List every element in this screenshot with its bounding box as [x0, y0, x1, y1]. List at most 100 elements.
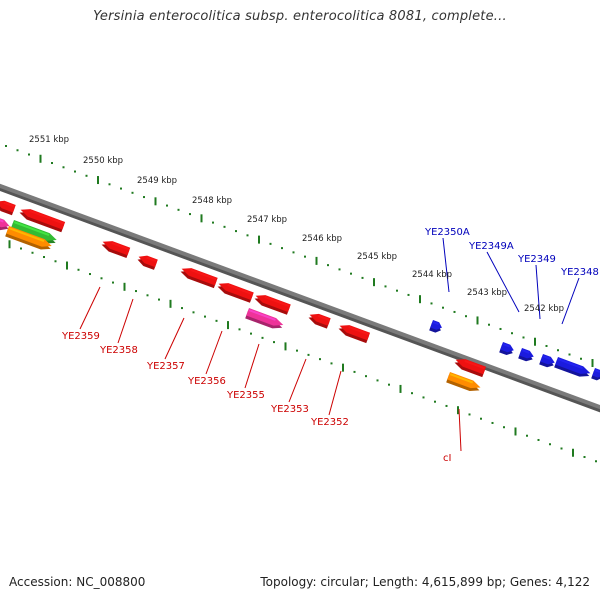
minor-tick	[422, 396, 425, 399]
genome-summary-text: Topology: circular; Length: 4,615,899 bp…	[260, 575, 590, 589]
reverse-gene-arrow	[308, 313, 331, 329]
major-tick	[169, 299, 172, 308]
minor-tick	[51, 162, 53, 165]
leader-line	[117, 298, 134, 344]
minor-tick	[353, 370, 356, 373]
ruler-label: 2547 kbp	[247, 215, 287, 225]
leader-line	[79, 286, 101, 330]
minor-tick	[407, 293, 410, 296]
minor-tick	[16, 149, 19, 152]
minor-tick	[261, 336, 264, 339]
minor-tick	[361, 276, 364, 279]
leader-line	[244, 343, 260, 389]
ruler-label: 2550 kbp	[83, 156, 123, 166]
gene-label: YE2358	[99, 345, 138, 356]
gene-label: cI	[443, 453, 451, 464]
genome-backbone	[0, 183, 600, 413]
gene-label: YE2357	[146, 361, 185, 372]
minor-tick	[327, 264, 329, 267]
minor-tick	[43, 256, 45, 259]
minor-tick	[135, 290, 137, 293]
minor-tick	[77, 268, 80, 271]
major-tick	[399, 384, 402, 393]
inner-tick-ring	[8, 240, 597, 463]
minor-tick	[143, 196, 145, 199]
minor-tick	[74, 170, 76, 173]
minor-tick	[108, 183, 111, 186]
ruler-label: 2542 kbp	[524, 304, 564, 314]
reverse-gene-arrow	[217, 283, 254, 303]
minor-tick	[238, 328, 241, 331]
minor-tick	[223, 225, 226, 228]
accession-text: Accession: NC_008800	[9, 575, 146, 589]
minor-tick	[5, 145, 7, 147]
map-labels: 2551 kbp 2550 kbp 2549 kbp 2548 kbp 2547 kbp…	[29, 135, 599, 464]
minor-tick	[526, 434, 528, 437]
gene-label: YE2349	[517, 254, 556, 265]
minor-tick	[442, 306, 444, 309]
pseudogene-bar	[0, 216, 10, 231]
minor-tick	[62, 166, 65, 169]
major-tick	[66, 261, 68, 270]
ruler-label: 2549 kbp	[137, 176, 177, 186]
minor-tick	[595, 460, 597, 463]
major-tick	[534, 337, 536, 346]
gene-label: YE2353	[270, 404, 309, 415]
gene-label: YE2349A	[468, 241, 514, 252]
minor-tick	[330, 362, 333, 365]
map-title: Yersinia enterocolitica subsp. enterocol…	[93, 9, 507, 24]
gene-label: YE2352	[310, 417, 349, 428]
gene-label: YE2356	[187, 376, 226, 387]
minor-tick	[54, 260, 57, 263]
minor-tick	[177, 208, 180, 211]
minor-tick	[465, 315, 467, 318]
minor-tick	[131, 191, 134, 194]
major-tick	[258, 235, 260, 244]
minor-tick	[292, 251, 295, 254]
minor-tick	[411, 392, 413, 395]
forward-gene-arrow	[554, 357, 591, 377]
major-tick	[315, 256, 318, 265]
minor-tick	[453, 310, 456, 313]
leader-line	[205, 330, 223, 375]
minor-tick	[545, 344, 548, 347]
leader-line	[486, 251, 520, 313]
minor-tick	[120, 187, 122, 190]
reverse-gene-arrow	[254, 295, 291, 315]
reverse-gene-arrow	[137, 255, 158, 270]
minor-tick	[549, 443, 551, 446]
minor-tick	[522, 336, 525, 339]
minor-tick	[350, 272, 352, 275]
major-tick	[39, 154, 42, 163]
leader-line	[458, 408, 462, 452]
major-tick	[572, 448, 574, 457]
minor-tick	[181, 307, 183, 310]
forward-gene-arrow	[591, 368, 600, 381]
pseudogene-bar	[245, 308, 284, 329]
minor-tick	[434, 400, 436, 403]
outer-tick-ring	[5, 145, 594, 368]
minor-tick	[158, 298, 160, 301]
minor-tick	[250, 332, 252, 335]
rna-gene-bar	[446, 372, 481, 391]
minor-tick	[307, 353, 310, 356]
reverse-gene-arrow	[19, 209, 66, 233]
major-tick	[97, 176, 99, 185]
minor-tick	[269, 242, 272, 245]
minor-tick	[580, 357, 582, 360]
backbone-line	[0, 183, 600, 410]
reverse-gene-arrow	[454, 359, 487, 378]
major-tick	[457, 406, 459, 415]
major-tick	[284, 342, 287, 351]
minor-tick	[31, 251, 34, 254]
forward-gene-arrow	[518, 348, 534, 362]
major-tick	[200, 214, 203, 223]
minor-tick	[28, 153, 30, 156]
minor-tick	[491, 421, 494, 424]
ruler-label: 2546 kbp	[302, 234, 342, 244]
minor-tick	[146, 294, 149, 297]
rna-gene-bar	[10, 220, 57, 244]
rna-gene-bar	[5, 226, 52, 250]
leader-line	[164, 317, 185, 360]
